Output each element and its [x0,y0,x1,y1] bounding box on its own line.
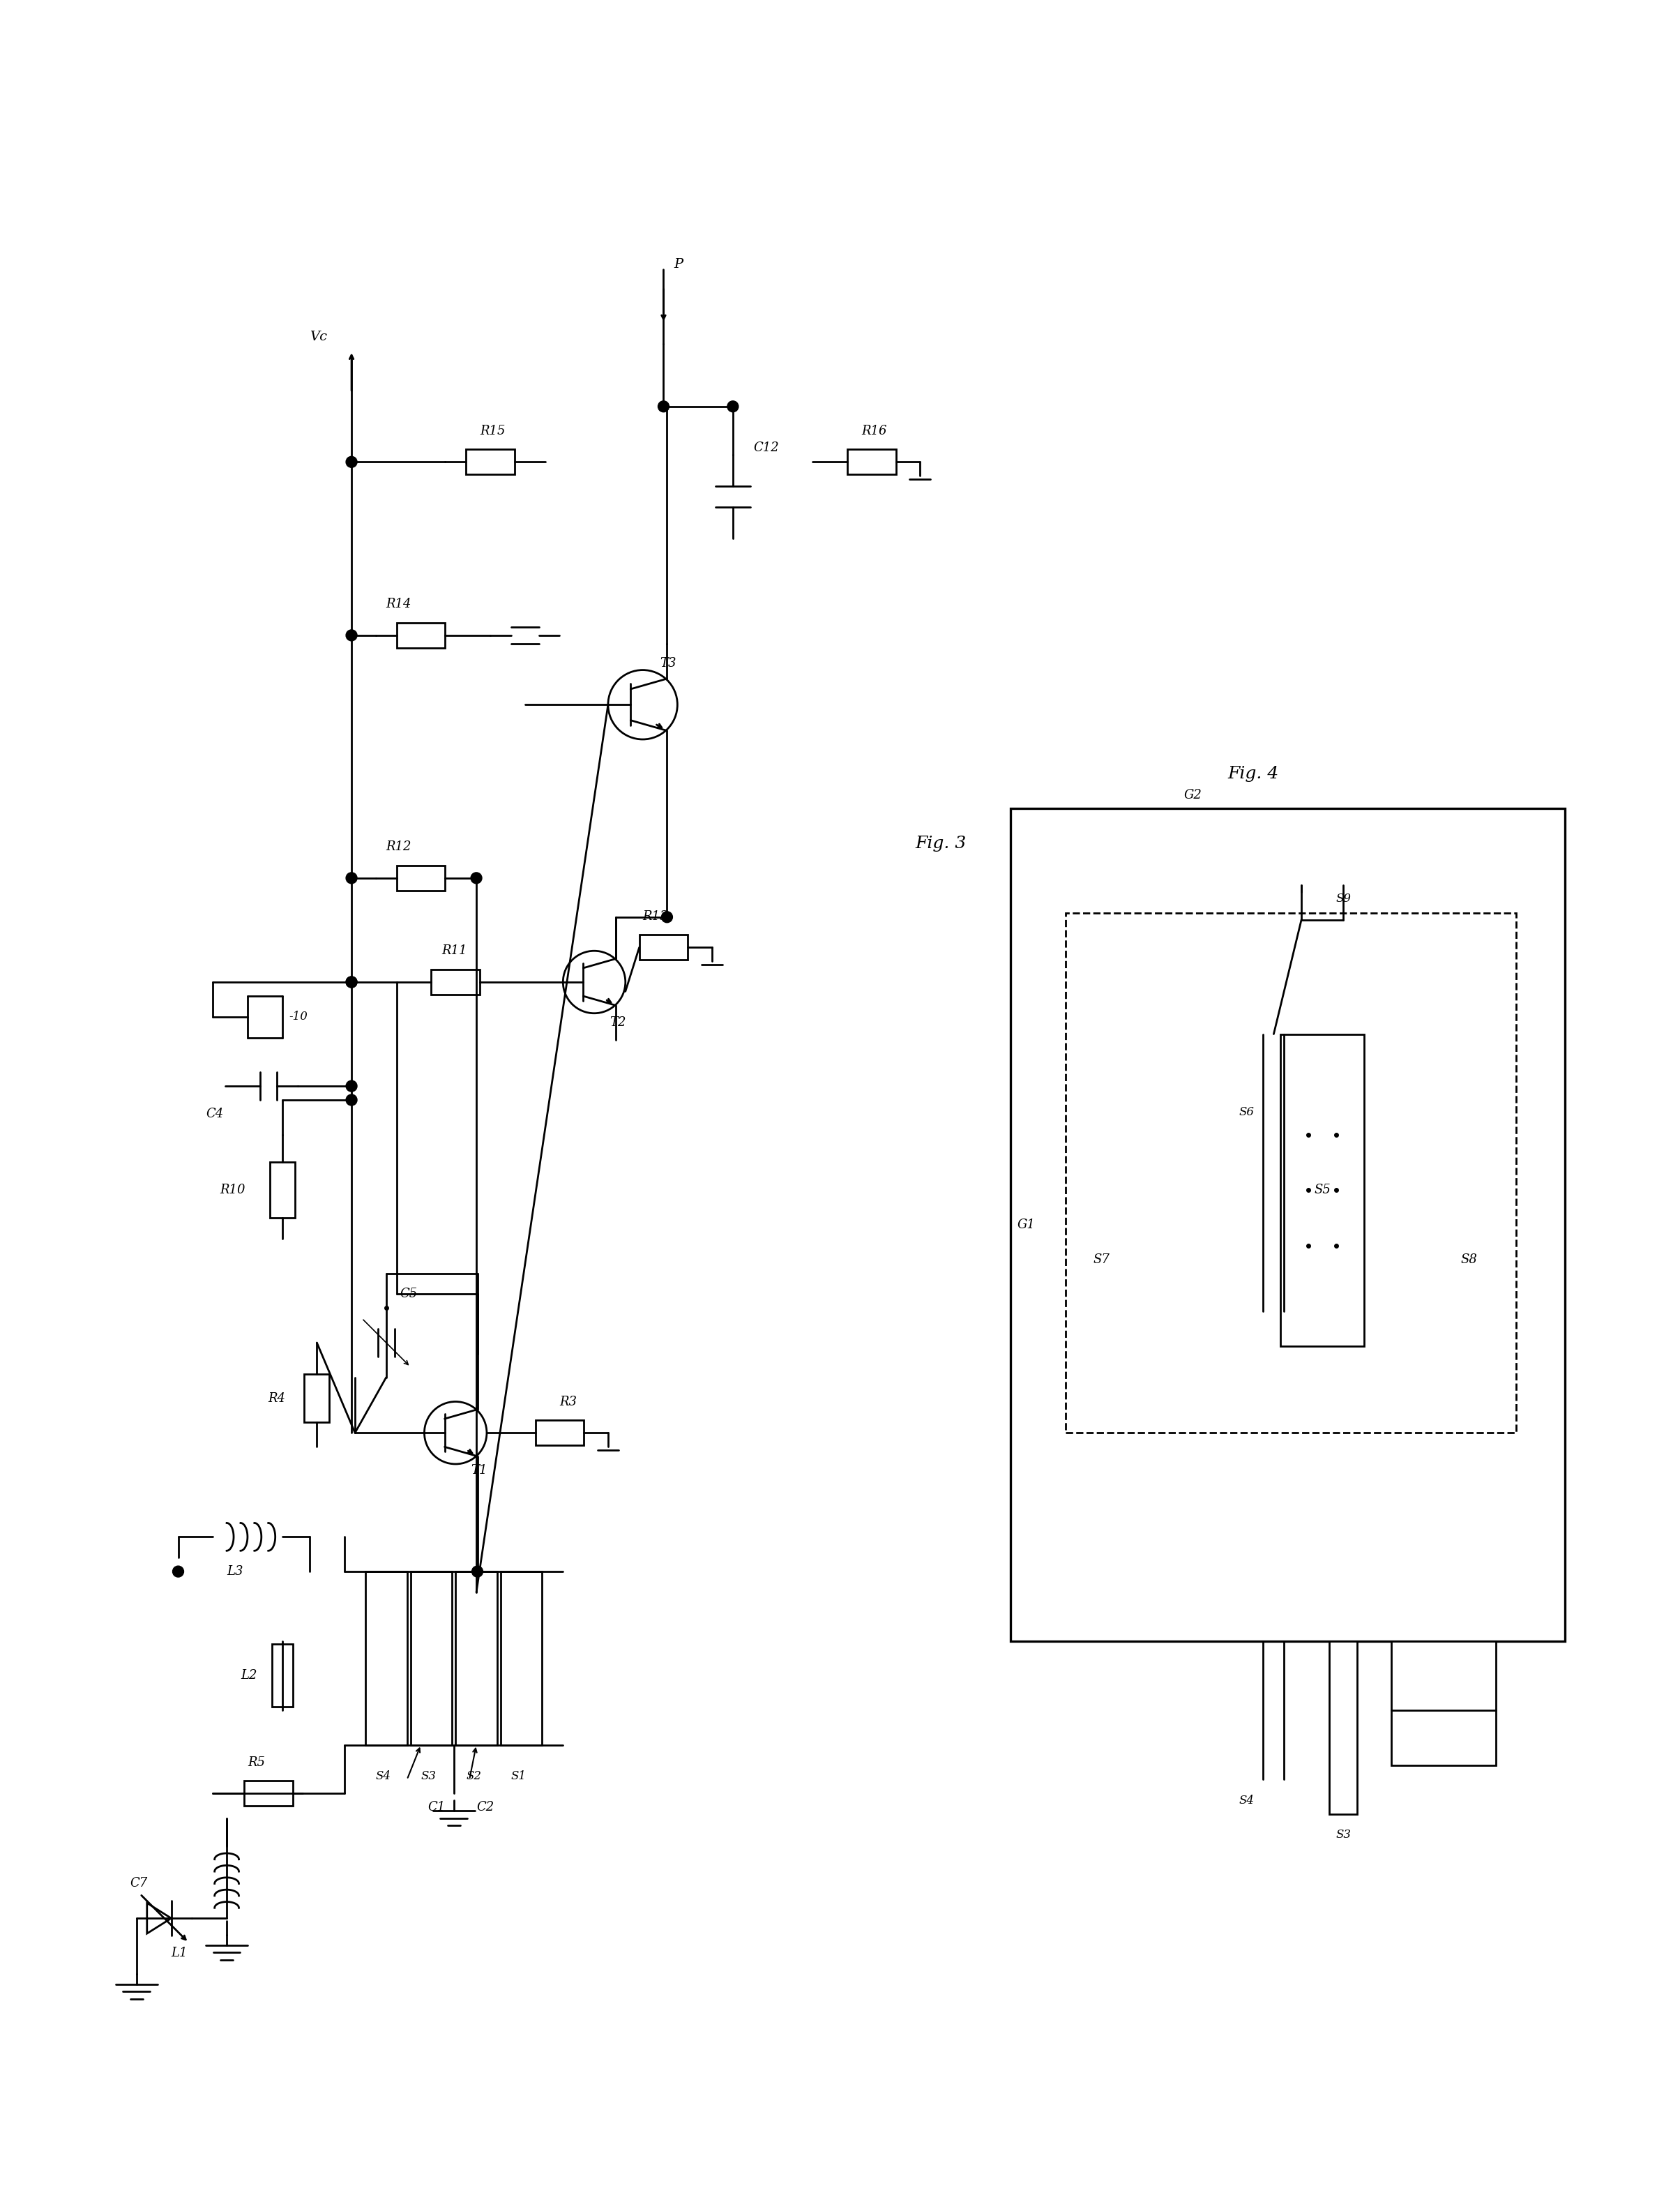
Circle shape [346,456,358,467]
Circle shape [346,975,358,989]
Text: C12: C12 [754,443,780,454]
Text: P: P [674,258,684,271]
Bar [432,969,480,995]
Bar [270,1163,294,1218]
Bar [455,1572,497,1744]
Text: C7: C7 [129,1878,148,1889]
Text: R5: R5 [247,1755,265,1768]
Bar [640,936,687,960]
Text: R3: R3 [559,1396,576,1407]
Bar [1065,912,1517,1434]
Text: S3: S3 [1336,1830,1351,1841]
Text: L2: L2 [240,1669,257,1682]
Bar [272,1645,292,1707]
Circle shape [173,1566,183,1577]
Circle shape [346,872,358,883]
Bar [396,623,445,647]
Text: T2: T2 [610,1017,627,1028]
Text: R12: R12 [386,841,412,852]
Bar [1010,808,1564,1640]
Text: R10: R10 [220,1185,245,1196]
Bar [465,449,514,473]
Text: S5: S5 [1314,1185,1331,1196]
Text: S4: S4 [1240,1795,1255,1806]
Bar [396,865,445,890]
Bar [536,1420,585,1445]
Text: S4: S4 [376,1770,391,1781]
Bar [304,1374,329,1422]
Text: -10: -10 [289,1011,307,1022]
Bar [1391,1640,1495,1766]
Text: C5: C5 [400,1288,418,1301]
Text: S9: S9 [1336,894,1351,905]
Text: S7: S7 [1094,1253,1110,1266]
Circle shape [470,872,482,883]
Bar [847,449,895,473]
Bar [244,1781,292,1806]
Bar [1280,1035,1364,1345]
Circle shape [346,975,358,989]
Text: R13: R13 [643,909,669,923]
Circle shape [472,1566,482,1577]
Text: C2: C2 [477,1801,494,1814]
Text: Fig. 3: Fig. 3 [916,835,966,852]
Circle shape [346,630,358,641]
Circle shape [662,912,672,923]
Text: S1: S1 [511,1770,526,1781]
Text: G2: G2 [1184,788,1201,802]
Text: R15: R15 [480,425,506,436]
Text: S6: S6 [1240,1105,1255,1119]
Bar [365,1572,407,1744]
Bar [410,1572,452,1744]
Circle shape [659,401,669,412]
Text: L3: L3 [227,1566,244,1579]
Text: Fig. 4: Fig. 4 [1228,766,1278,782]
Text: R11: R11 [442,945,467,958]
Text: C1: C1 [428,1801,445,1814]
Circle shape [425,1403,487,1464]
Text: T3: T3 [660,656,677,669]
Circle shape [346,1094,358,1105]
Circle shape [608,669,677,740]
Text: T1: T1 [470,1464,487,1478]
Text: S3: S3 [422,1770,437,1781]
Text: R14: R14 [386,599,412,610]
Text: R16: R16 [862,425,887,436]
Circle shape [563,951,625,1013]
Bar [1329,1640,1357,1814]
Text: L1: L1 [171,1947,188,1960]
Text: S8: S8 [1462,1253,1477,1266]
Circle shape [346,1081,358,1092]
Text: R4: R4 [269,1392,286,1405]
Text: G1: G1 [1016,1218,1035,1231]
Text: S2: S2 [465,1770,480,1781]
Text: Vc: Vc [309,330,328,344]
Circle shape [727,401,739,412]
Text: C4: C4 [207,1108,223,1121]
Bar [501,1572,543,1744]
